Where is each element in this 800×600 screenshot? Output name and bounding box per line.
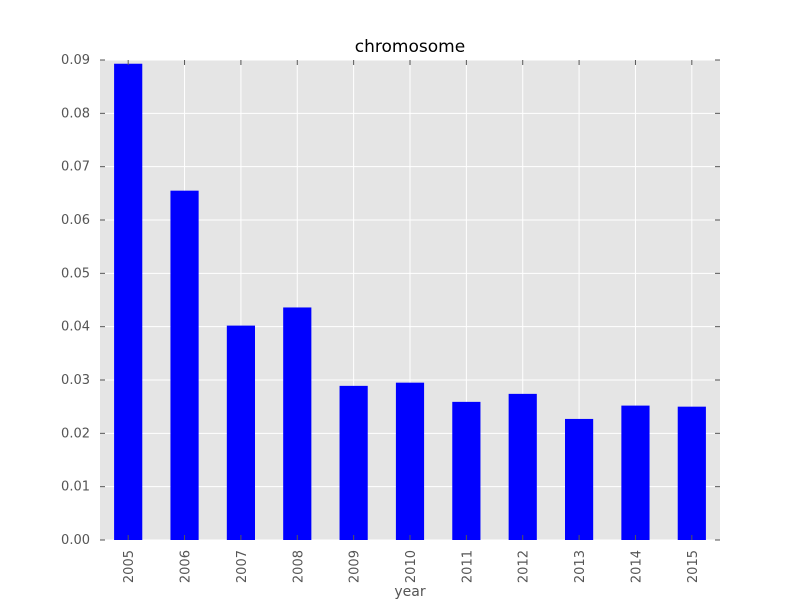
- x-tick-label: 2007: [235, 550, 250, 583]
- x-tick-label: 2008: [291, 550, 306, 583]
- bar-2006: [170, 190, 199, 540]
- x-axis-title: year: [394, 584, 425, 600]
- y-tick-label: 0.01: [61, 480, 90, 495]
- x-tick-label: 2014: [629, 550, 644, 583]
- x-tick-labels: 2005 2006 2007 2008 2009 2010 2011 2012 2013 2014…: [122, 550, 701, 583]
- y-tick-label: 0.05: [61, 266, 90, 281]
- bar-2015: [677, 406, 706, 540]
- y-tick-labels: 0.00 0.01 0.02 0.03 0.04 0.05 0.06 0.07 0.08 0.09: [61, 53, 90, 548]
- bar-2008: [283, 307, 312, 540]
- chart-title: chromosome: [355, 37, 465, 57]
- x-tick-label: 2009: [348, 550, 363, 583]
- bar-2014: [621, 405, 650, 540]
- y-tick-label: 0.03: [61, 373, 90, 388]
- x-tick-label: 2012: [517, 550, 532, 583]
- bar-2011: [452, 401, 481, 540]
- x-tick-label: 2006: [179, 550, 194, 583]
- y-tick-label: 0.06: [61, 213, 90, 228]
- bar-2009: [339, 385, 368, 540]
- bar-2013: [565, 418, 594, 540]
- bar-2007: [226, 325, 255, 540]
- bars: [114, 63, 706, 540]
- y-tick-label: 0.09: [61, 53, 90, 68]
- bar-2005: [114, 63, 143, 540]
- x-tick-label: 2005: [122, 550, 137, 583]
- y-tick-label: 0.07: [61, 160, 90, 175]
- bar-2010: [395, 382, 425, 540]
- x-tick-label: 2015: [686, 550, 701, 583]
- y-tick-label: 0.04: [61, 320, 90, 335]
- x-tick-label: 2013: [573, 550, 588, 583]
- y-tick-label: 0.00: [61, 533, 90, 548]
- y-tick-label: 0.08: [61, 106, 90, 121]
- y-tick-label: 0.02: [61, 426, 90, 441]
- bar-2012: [508, 393, 537, 540]
- x-tick-label: 2010: [404, 550, 419, 583]
- tick-marks: [100, 59, 720, 541]
- x-tick-label: 2011: [460, 550, 475, 583]
